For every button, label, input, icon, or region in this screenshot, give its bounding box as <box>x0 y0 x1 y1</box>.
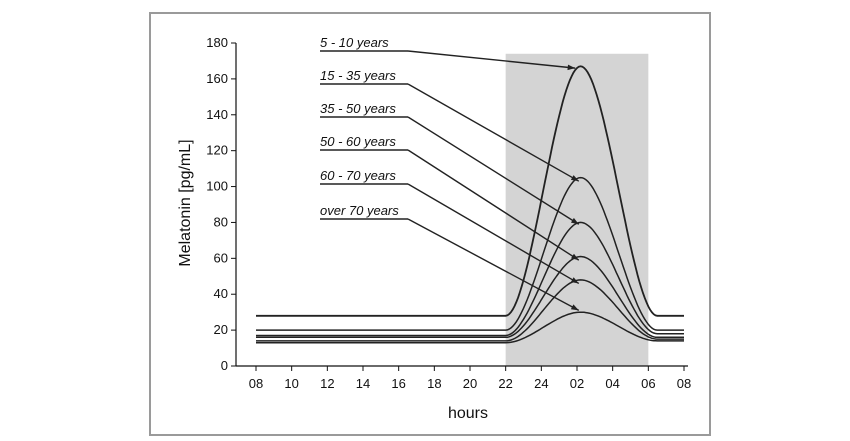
x-tick-label: 02 <box>570 376 584 391</box>
legend-label-2: 35 - 50 years <box>320 101 396 116</box>
legend-label-0: 5 - 10 years <box>320 35 389 50</box>
x-tick-label: 20 <box>463 376 477 391</box>
x-tick-label: 22 <box>498 376 512 391</box>
leader-arrowhead-4 <box>570 277 579 284</box>
legend-label-4: 60 - 70 years <box>320 168 396 183</box>
leader-arrowhead-1 <box>570 175 579 182</box>
y-tick-label: 0 <box>221 358 228 373</box>
series-line-4 <box>256 279 684 342</box>
legend-label-5: over 70 years <box>320 203 399 218</box>
x-tick-label: 12 <box>320 376 334 391</box>
y-axis-title: Melatonin [pg/mL] <box>177 139 194 266</box>
leader-arrowhead-2 <box>570 217 579 225</box>
series-line-0 <box>256 65 684 317</box>
leader-line-4 <box>407 183 580 285</box>
y-tick-label: 160 <box>206 71 228 86</box>
leader-line-2 <box>407 116 580 225</box>
y-tick-label: 120 <box>206 143 228 158</box>
y-tick-label: 60 <box>214 250 228 265</box>
leader-line-5 <box>407 218 580 311</box>
series-line-3 <box>256 255 684 339</box>
y-tick-label: 40 <box>214 286 228 301</box>
night-shaded-region <box>505 53 649 367</box>
x-tick-label: 16 <box>391 376 405 391</box>
x-axis-title: hours <box>448 405 488 422</box>
x-tick-label: 18 <box>427 376 441 391</box>
leader-arrowhead-5 <box>570 304 579 311</box>
series-line-1 <box>256 176 684 331</box>
x-tick-label: 08 <box>249 376 263 391</box>
x-tick-label: 06 <box>641 376 655 391</box>
y-tick-label: 140 <box>206 107 228 122</box>
y-tick-label: 20 <box>214 322 228 337</box>
x-tick-label: 04 <box>605 376 619 391</box>
leader-line-0 <box>407 50 576 69</box>
leader-arrowhead-3 <box>570 253 579 261</box>
leader-line-1 <box>407 83 580 182</box>
x-tick-label: 08 <box>677 376 691 391</box>
legend-label-3: 50 - 60 years <box>320 134 396 149</box>
leader-line-3 <box>407 149 580 261</box>
x-tick-label: 14 <box>356 376 370 391</box>
x-tick-label: 10 <box>284 376 298 391</box>
x-tick-label: 24 <box>534 376 548 391</box>
y-tick-label: 80 <box>214 214 228 229</box>
series-line-2 <box>256 221 684 337</box>
y-tick-label: 100 <box>206 179 228 194</box>
y-tick-label: 180 <box>206 35 228 50</box>
leader-arrowhead-0 <box>567 64 576 71</box>
series-line-5 <box>256 311 684 344</box>
legend-label-1: 15 - 35 years <box>320 68 396 83</box>
